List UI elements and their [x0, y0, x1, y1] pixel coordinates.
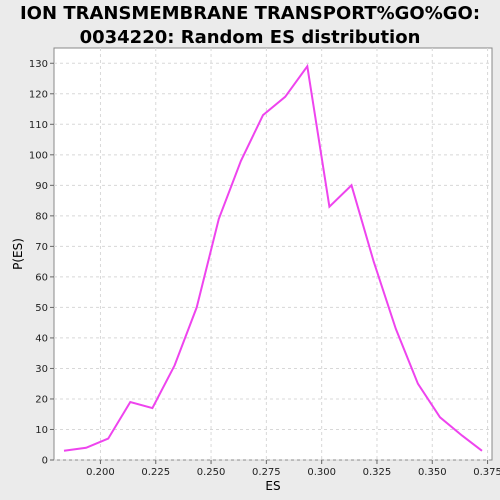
x-tick-label: 0.350 — [418, 467, 447, 478]
chart-title: ION TRANSMEMBRANE TRANSPORT%GO%GO: 00342… — [0, 2, 500, 50]
x-tick-label: 0.375 — [473, 467, 500, 478]
y-tick-label: 120 — [29, 89, 48, 100]
series-line — [63, 63, 483, 452]
y-tick-label: 20 — [35, 394, 48, 405]
y-axis-label: P(ES) — [11, 238, 25, 270]
y-axis-ticks: 0 10 20 30 40 50 60 70 80 90 100 110 120 130 — [29, 59, 54, 467]
y-tick-label: 10 — [35, 425, 48, 436]
plot-area — [53, 47, 493, 461]
y-tick-label: 30 — [35, 364, 48, 375]
y-tick-label: 70 — [35, 242, 48, 253]
x-tick-label: 0.225 — [141, 467, 170, 478]
chart-title-line-2: 0034220: Random ES distribution — [79, 27, 421, 48]
y-tick-label: 110 — [29, 120, 48, 131]
y-tick-label: 100 — [29, 150, 48, 161]
x-axis-ticks: 0.200 0.225 0.250 0.275 0.300 0.325 0.350 0.375 — [86, 460, 500, 478]
y-tick-label: 90 — [35, 181, 48, 192]
x-tick-label: 0.325 — [363, 467, 392, 478]
y-tick-label: 130 — [29, 59, 48, 70]
x-tick-label: 0.200 — [86, 467, 115, 478]
y-tick-label: 50 — [35, 303, 48, 314]
chart-title-line-1: ION TRANSMEMBRANE TRANSPORT%GO%GO: — [19, 3, 481, 24]
y-tick-label: 60 — [35, 272, 48, 283]
y-tick-label: 80 — [35, 211, 48, 222]
y-tick-label: 40 — [35, 333, 48, 344]
x-tick-label: 0.275 — [252, 467, 281, 478]
grid-lines — [54, 48, 492, 461]
x-tick-label: 0.300 — [307, 467, 336, 478]
x-tick-label: 0.250 — [197, 467, 226, 478]
y-tick-label: 0 — [42, 456, 48, 467]
x-axis-label: ES — [265, 479, 280, 493]
